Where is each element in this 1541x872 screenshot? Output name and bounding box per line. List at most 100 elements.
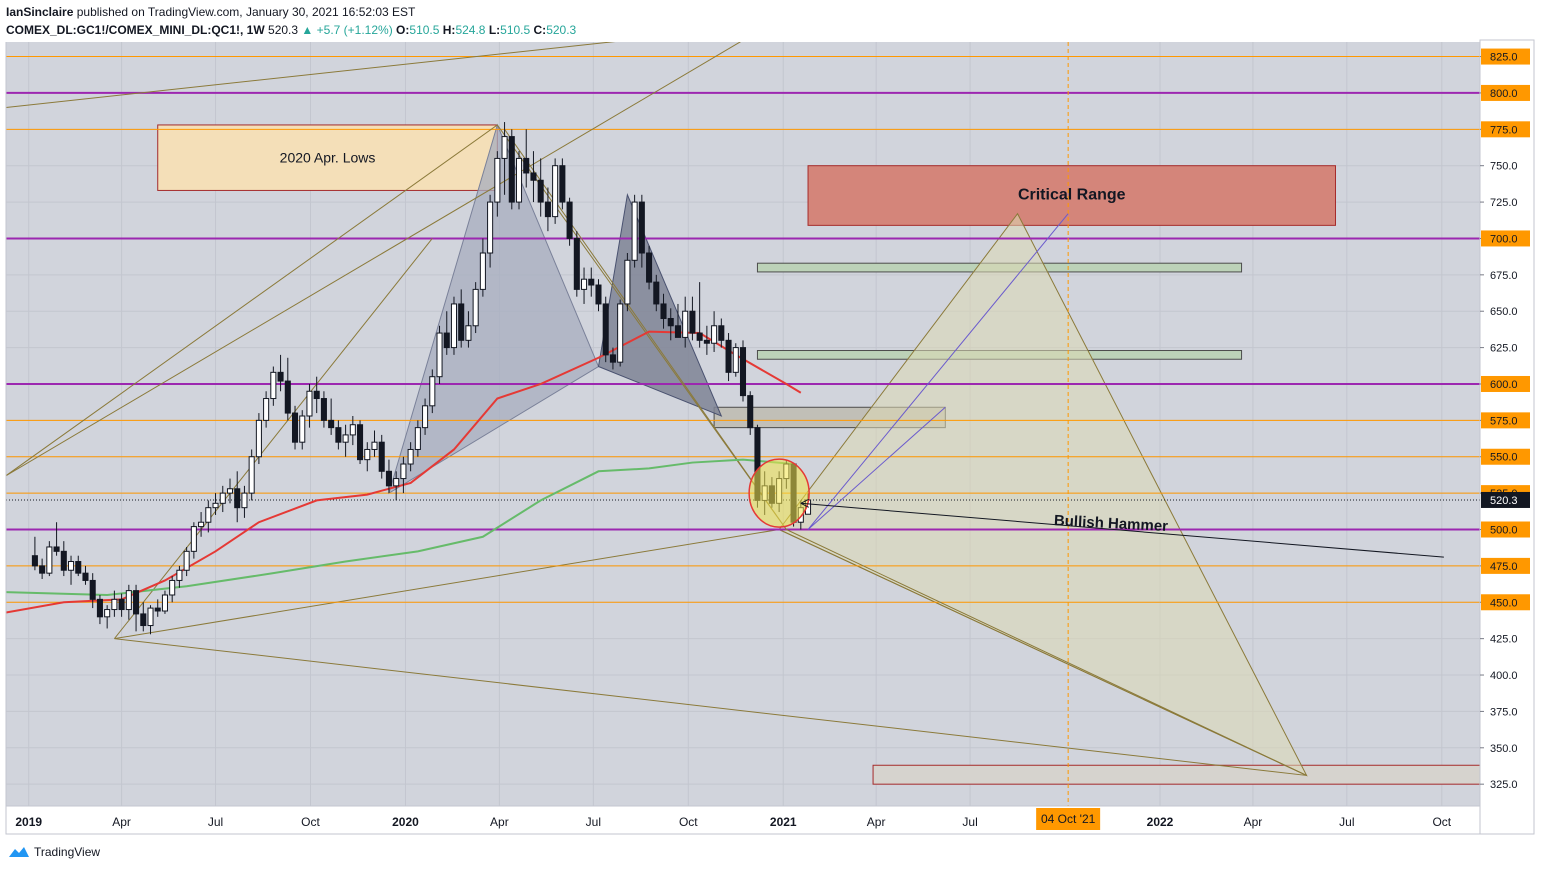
candle-body bbox=[147, 607, 154, 627]
time-tick-label: 2019 bbox=[15, 815, 42, 829]
candle-body bbox=[624, 259, 631, 305]
ma-slow-line bbox=[6, 458, 794, 596]
time-tick-label: Oct bbox=[1432, 815, 1451, 829]
open-value: 510.5 bbox=[409, 23, 440, 37]
price-tag-bg bbox=[1481, 594, 1530, 611]
candle-body bbox=[537, 179, 544, 203]
candle-body bbox=[595, 284, 602, 305]
candle-body bbox=[674, 325, 681, 338]
price-tag-bg bbox=[1481, 557, 1530, 574]
candle-body bbox=[436, 332, 443, 378]
price-tick-label: 375.0 bbox=[1490, 706, 1518, 718]
change-value: +5.7 (+1.12%) bbox=[316, 23, 393, 37]
candle-body bbox=[53, 546, 60, 552]
publish-info: published on TradingView.com, January 30… bbox=[76, 5, 416, 19]
candle-body bbox=[46, 546, 53, 574]
candle-body bbox=[725, 339, 732, 373]
candle-body bbox=[711, 325, 718, 344]
time-tick-label: Jul bbox=[208, 815, 223, 829]
author-name[interactable]: IanSinclaire bbox=[6, 5, 74, 19]
candle-body bbox=[429, 376, 436, 407]
candle-body bbox=[60, 550, 67, 571]
rect-bottom-zone bbox=[872, 764, 1480, 785]
candle-body bbox=[176, 569, 183, 581]
low-label: L: bbox=[488, 23, 501, 37]
symbol-label[interactable]: COMEX_DL:GC1!/COMEX_MINI_DL:QC1!, 1W bbox=[6, 23, 265, 37]
brand-label[interactable]: TradingView bbox=[34, 845, 101, 859]
candle-body bbox=[226, 488, 234, 494]
candle-body bbox=[638, 201, 645, 254]
open-label: O: bbox=[396, 23, 410, 37]
candle-body bbox=[133, 590, 140, 615]
candle-body bbox=[31, 555, 38, 567]
price-tag-bg bbox=[1481, 230, 1530, 247]
candle-body bbox=[219, 492, 226, 504]
hammer-arrow-head bbox=[800, 498, 810, 508]
last-price: 520.3 bbox=[268, 23, 299, 37]
price-tag-label: 775.0 bbox=[1490, 124, 1518, 136]
candle-body bbox=[718, 325, 725, 341]
candle-body bbox=[385, 470, 392, 487]
high-value: 524.8 bbox=[455, 23, 486, 37]
price-tag-label: 550.0 bbox=[1490, 452, 1518, 464]
candle-body bbox=[682, 310, 689, 338]
trend-line-5 bbox=[6, 42, 742, 477]
price-tag-bg bbox=[1481, 521, 1530, 538]
time-tick-label: Apr bbox=[112, 815, 131, 829]
candle-body bbox=[68, 561, 75, 571]
projection-arrow-line bbox=[807, 213, 1069, 530]
candle-body bbox=[422, 405, 429, 429]
trend-line-3 bbox=[496, 124, 787, 530]
price-tag-bg bbox=[1481, 121, 1530, 138]
candle-body bbox=[212, 502, 219, 509]
candle-body bbox=[566, 201, 573, 239]
candle-body bbox=[747, 395, 754, 429]
label-bullish-hammer: Bullish Hammer bbox=[1053, 512, 1168, 535]
time-tick-label: Apr bbox=[490, 815, 509, 829]
candle-body bbox=[140, 613, 147, 627]
candle-body bbox=[306, 390, 313, 417]
candle-body bbox=[479, 252, 486, 290]
candle-body bbox=[342, 434, 349, 443]
candle-body bbox=[400, 463, 407, 480]
candle-body bbox=[508, 136, 515, 203]
time-axis bbox=[5, 805, 1481, 835]
time-tick-label: 2022 bbox=[1147, 815, 1174, 829]
candle-body bbox=[501, 136, 508, 159]
price-tick-label: 400.0 bbox=[1490, 670, 1518, 682]
trend-line-7 bbox=[786, 529, 1307, 776]
price-tag-bg bbox=[1481, 375, 1530, 392]
candle-body bbox=[487, 201, 494, 254]
candle-body bbox=[573, 237, 580, 290]
time-tick-label: 2020 bbox=[392, 815, 419, 829]
time-tick-label: 2021 bbox=[770, 815, 797, 829]
candle-body bbox=[667, 317, 674, 327]
tradingview-logo-icon[interactable] bbox=[8, 845, 30, 859]
candle-body bbox=[602, 303, 609, 356]
hammer-highlight-circle bbox=[748, 458, 810, 528]
candle-body bbox=[703, 339, 710, 344]
candle-body bbox=[299, 415, 306, 443]
time-tick-label: Apr bbox=[1244, 815, 1263, 829]
plot-area: 2020 Apr. Lows Critical Range Bullish Hamm… bbox=[6, 42, 1480, 806]
candle-body bbox=[660, 303, 667, 319]
candle-body bbox=[458, 303, 465, 341]
price-tag-label: 825.0 bbox=[1490, 52, 1518, 64]
candle-body bbox=[364, 448, 371, 461]
hammer-arrow-line bbox=[800, 502, 1444, 558]
candle-body bbox=[617, 303, 624, 363]
candle-body bbox=[277, 371, 284, 382]
chart-header: IanSinclaire published on TradingView.co… bbox=[6, 3, 576, 39]
projection-arrow-base bbox=[807, 406, 946, 530]
candle-body bbox=[111, 598, 118, 611]
crosshair-date-tag-label: 04 Oct '21 bbox=[1041, 812, 1096, 826]
price-tag-bg bbox=[1481, 412, 1530, 429]
candle-body bbox=[39, 565, 46, 574]
candle-body bbox=[544, 201, 551, 218]
ma-fast-line bbox=[6, 330, 802, 614]
candle-body bbox=[349, 424, 356, 436]
price-tag-bg bbox=[1481, 448, 1530, 465]
candle-body bbox=[75, 561, 82, 574]
candle-body bbox=[263, 398, 270, 421]
